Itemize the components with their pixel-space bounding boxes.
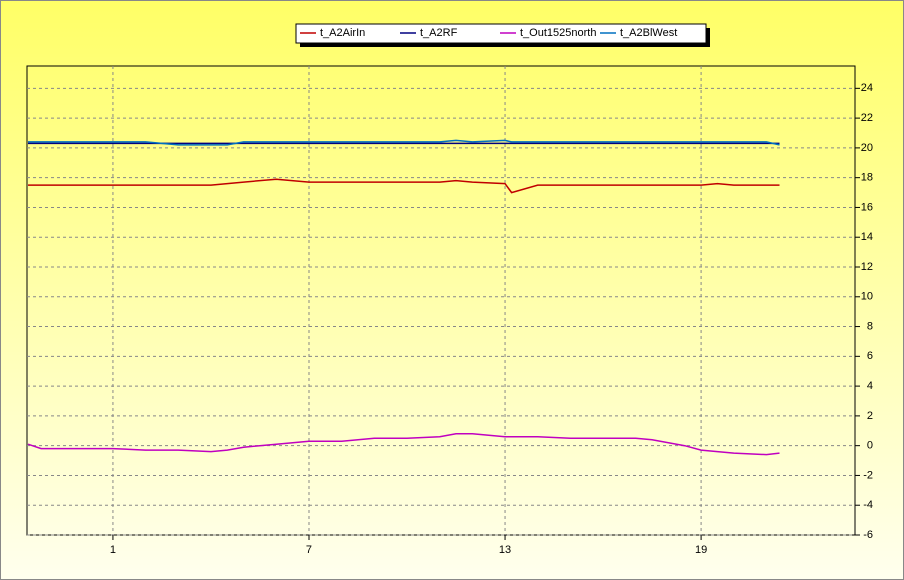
y-tick-label: 12 — [861, 261, 873, 273]
y-tick-label: 16 — [861, 201, 873, 213]
y-tick-label: 0 — [867, 440, 873, 452]
legend-label: t_A2BlWest — [620, 27, 677, 39]
x-tick-label: 1 — [110, 544, 116, 556]
y-tick-label: -4 — [863, 499, 873, 511]
y-tick-label: 24 — [861, 82, 873, 94]
y-tick-label: 14 — [861, 231, 873, 243]
y-tick-label: 10 — [861, 291, 873, 303]
y-tick-label: 18 — [861, 172, 873, 184]
series-line — [28, 139, 780, 146]
y-tick-label: -2 — [863, 469, 873, 481]
y-tick-label: 2 — [867, 410, 873, 422]
y-tick-label: 22 — [861, 112, 873, 124]
legend-label: t_A2RF — [420, 27, 458, 39]
series-line — [27, 433, 780, 456]
y-tick-label: 8 — [867, 320, 873, 332]
x-tick-label: 19 — [695, 544, 707, 556]
x-tick-label: 13 — [499, 544, 511, 556]
y-tick-label: 6 — [867, 350, 873, 362]
series-line — [28, 178, 780, 194]
y-tick-label: -6 — [863, 529, 873, 541]
legend-label: t_A2AirIn — [320, 27, 365, 39]
legend-label: t_Out1525north — [520, 27, 596, 39]
x-tick-label: 7 — [306, 544, 312, 556]
y-tick-label: 20 — [861, 142, 873, 154]
y-tick-label: 4 — [867, 380, 873, 392]
